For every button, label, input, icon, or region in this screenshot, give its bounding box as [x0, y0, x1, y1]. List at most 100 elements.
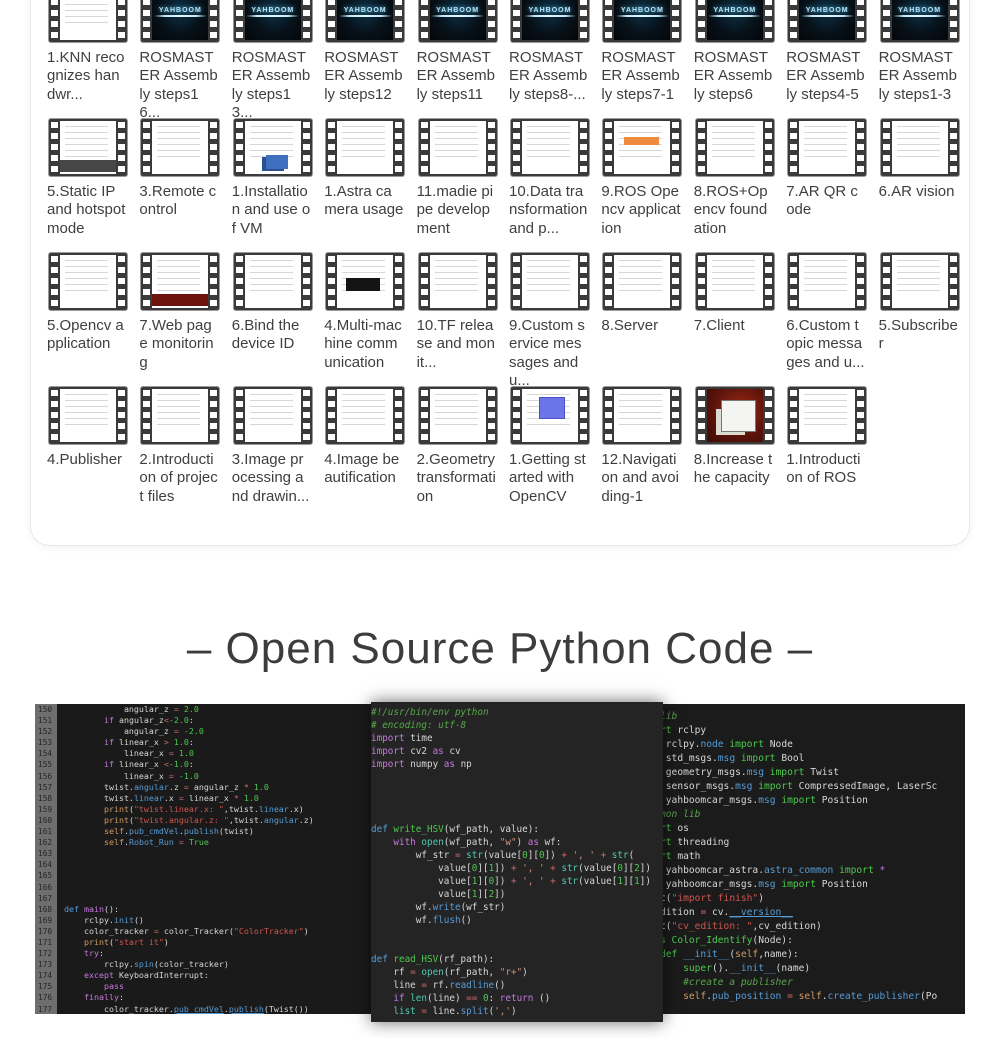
- video-thumbnail[interactable]: [880, 253, 959, 310]
- video-thumbnail[interactable]: [603, 253, 682, 310]
- video-thumbnail[interactable]: [603, 119, 682, 176]
- film-screen: [429, 389, 486, 442]
- video-item[interactable]: 4.Multi-machine communication: [316, 253, 408, 387]
- video-thumbnail[interactable]: [511, 119, 589, 176]
- video-item[interactable]: YAHBOOM ROSMASTER Assembly steps16...: [131, 0, 223, 121]
- video-item[interactable]: 1.Installation and use of VM: [224, 119, 316, 253]
- video-thumbnail[interactable]: [49, 253, 127, 310]
- video-item[interactable]: 12.Navigation and avoiding-1: [593, 387, 685, 521]
- video-thumbnail[interactable]: [233, 387, 312, 444]
- code-line: t("cv_edition: ",cv_edition): [660, 921, 822, 932]
- video-item[interactable]: 10.TF release and monit...: [409, 253, 501, 387]
- film-sprockets-left: [143, 256, 151, 307]
- video-item[interactable]: 8.ROS+Opencv foundation: [686, 119, 778, 253]
- film-screen: YAHBOOM: [152, 0, 209, 40]
- video-item[interactable]: 6.Bind the device ID: [224, 253, 316, 387]
- video-thumbnail[interactable]: [788, 119, 867, 176]
- video-item[interactable]: 10.Data transformation and p...: [501, 119, 593, 253]
- video-item[interactable]: YAHBOOM ROSMASTER Assembly steps6: [686, 0, 778, 119]
- video-thumbnail[interactable]: [695, 253, 774, 310]
- video-thumbnail[interactable]: YAHBOOM: [880, 0, 959, 42]
- line-number: 170: [35, 925, 57, 937]
- video-thumbnail[interactable]: [49, 119, 127, 176]
- film-screen: [799, 389, 856, 442]
- film-sprockets-right: [118, 0, 125, 39]
- video-thumbnail[interactable]: YAHBOOM: [511, 0, 589, 42]
- video-thumbnail[interactable]: [511, 253, 589, 310]
- video-item[interactable]: 2.Introduction of project files: [131, 387, 223, 521]
- film-sprockets-left: [513, 0, 520, 39]
- video-thumbnail[interactable]: [418, 387, 497, 444]
- video-item[interactable]: 5.Opencv application: [39, 253, 131, 387]
- film-sprockets-right: [302, 256, 310, 307]
- code-line: [371, 784, 663, 797]
- video-thumbnail[interactable]: YAHBOOM: [695, 0, 774, 42]
- video-thumbnail[interactable]: [695, 119, 774, 176]
- video-item[interactable]: 6.AR vision: [871, 119, 963, 253]
- video-thumbnail[interactable]: YAHBOOM: [603, 0, 682, 42]
- video-item[interactable]: 2.Geometry transformation: [409, 387, 501, 521]
- video-thumbnail[interactable]: [788, 387, 867, 444]
- video-thumbnail[interactable]: [880, 119, 959, 176]
- video-item[interactable]: 4.Image beautification: [316, 387, 408, 521]
- video-label: ROSMASTER Assembly steps4-5: [786, 49, 865, 103]
- code-line: import cv2 as cv: [371, 746, 461, 757]
- video-thumbnail[interactable]: [141, 387, 220, 444]
- film-sprockets-left: [790, 390, 798, 441]
- video-item[interactable]: 7.Web page monitoring: [131, 253, 223, 387]
- video-item[interactable]: 7.AR QR code: [778, 119, 870, 253]
- video-thumbnail[interactable]: [49, 0, 127, 42]
- python-code-screenshot: 150 angular_z = 2.0 151 if angular_z<-2.0…: [35, 702, 965, 1022]
- video-item[interactable]: YAHBOOM ROSMASTER Assembly steps11: [409, 0, 501, 119]
- video-item[interactable]: 1.Introduction of ROS: [778, 387, 870, 521]
- video-item[interactable]: YAHBOOM ROSMASTER Assembly steps4-5: [778, 0, 870, 119]
- code-panel-left: 150 angular_z = 2.0 151 if angular_z<-2.0…: [35, 704, 375, 1014]
- video-thumbnail[interactable]: [233, 253, 312, 310]
- video-item[interactable]: 4.Publisher: [39, 387, 131, 521]
- video-thumbnail[interactable]: [141, 253, 220, 310]
- video-thumbnail[interactable]: YAHBOOM: [326, 0, 405, 42]
- video-item[interactable]: 9.ROS Opencv application: [593, 119, 685, 253]
- video-thumbnail[interactable]: YAHBOOM: [788, 0, 867, 42]
- video-item[interactable]: 11.madie pipe development: [409, 119, 501, 253]
- line-number: 169: [35, 914, 57, 926]
- video-thumbnail[interactable]: [233, 119, 312, 176]
- video-item[interactable]: 1.Getting started with OpenCV: [501, 387, 593, 521]
- video-thumbnail[interactable]: [326, 387, 405, 444]
- video-item[interactable]: 1.Astra camera usage: [316, 119, 408, 253]
- video-item[interactable]: YAHBOOM ROSMASTER Assembly steps1-3: [871, 0, 963, 119]
- video-item[interactable]: 1.KNN recognizes handwr...: [39, 0, 131, 119]
- film-screen: [337, 389, 394, 442]
- video-thumbnail[interactable]: [326, 253, 405, 310]
- video-thumbnail[interactable]: [418, 253, 497, 310]
- video-item[interactable]: 9.Custom service messages and u...: [501, 253, 593, 389]
- video-thumbnail[interactable]: [49, 387, 127, 444]
- video-thumbnail[interactable]: [603, 387, 682, 444]
- video-thumbnail[interactable]: [788, 253, 867, 310]
- video-item[interactable]: 5.Static IP and hotspot mode: [39, 119, 131, 253]
- film-sprockets-left: [697, 256, 705, 307]
- video-item[interactable]: YAHBOOM ROSMASTER Assembly steps7-1: [593, 0, 685, 119]
- video-thumbnail[interactable]: [141, 119, 220, 176]
- video-item[interactable]: 8.Server: [593, 253, 685, 387]
- video-thumbnail[interactable]: [326, 119, 405, 176]
- video-thumbnail[interactable]: YAHBOOM: [418, 0, 497, 42]
- video-label: 9.ROS Opencv application: [601, 183, 681, 237]
- video-item[interactable]: 3.Image processing and drawin...: [224, 387, 316, 521]
- video-item[interactable]: 5.Subscriber: [871, 253, 963, 387]
- video-thumbnail[interactable]: [511, 387, 589, 444]
- video-label: 3.Remote control: [139, 183, 217, 219]
- video-item[interactable]: 3.Remote control: [131, 119, 223, 253]
- video-thumbnail[interactable]: YAHBOOM: [233, 0, 312, 42]
- video-item[interactable]: YAHBOOM ROSMASTER Assembly steps13...: [224, 0, 316, 121]
- video-item[interactable]: 6.Custom topic messages and u...: [778, 253, 870, 387]
- video-item[interactable]: 8.Increase the capacity: [686, 387, 778, 521]
- video-item[interactable]: 7.Client: [686, 253, 778, 387]
- code-line: rclpy.node import Node: [660, 739, 793, 750]
- video-thumbnail[interactable]: [418, 119, 497, 176]
- video-thumbnail[interactable]: YAHBOOM: [141, 0, 220, 42]
- video-item[interactable]: YAHBOOM ROSMASTER Assembly steps8-...: [501, 0, 593, 119]
- video-thumbnail[interactable]: [695, 387, 774, 444]
- video-item[interactable]: YAHBOOM ROSMASTER Assembly steps12: [316, 0, 408, 119]
- code-line: [371, 810, 663, 823]
